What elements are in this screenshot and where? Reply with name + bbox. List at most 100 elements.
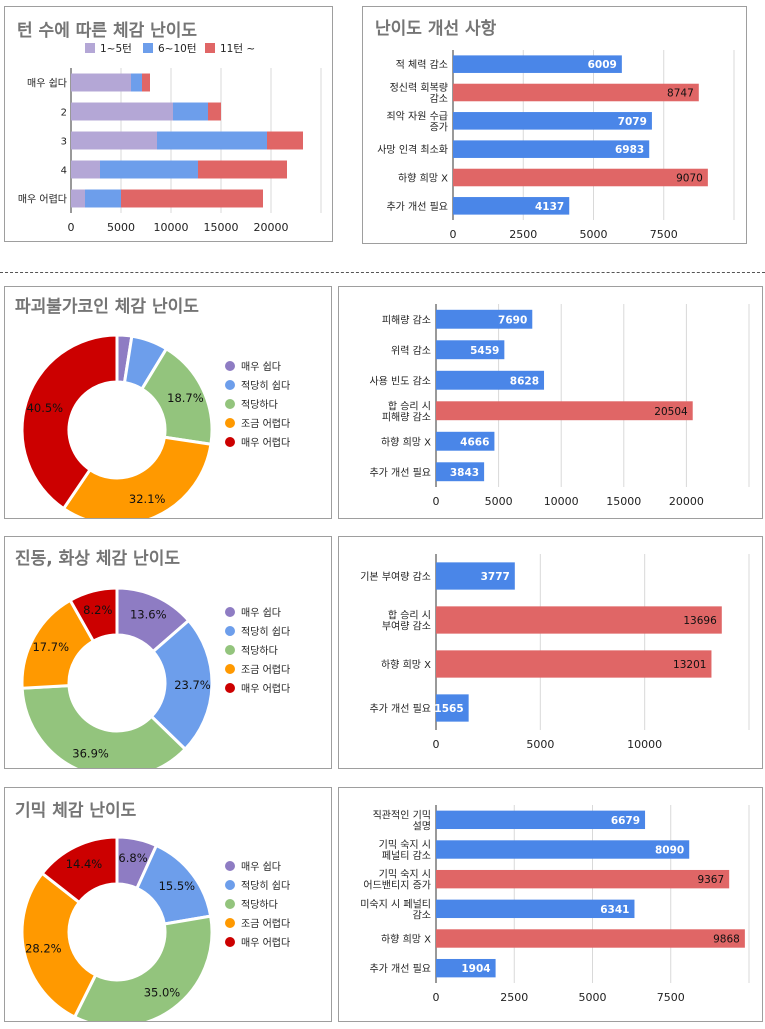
category-label: 감소 xyxy=(430,93,448,105)
data-label: 1565 xyxy=(434,703,463,715)
legend-label: 적당하다 xyxy=(241,898,278,911)
indestructible-coin-pie-panel: 파괴불가코인 체감 난이도 18.7% 32.1% 40.5% 매우 쉽다 적당히 쉽다 적… xyxy=(4,286,332,519)
bar xyxy=(436,958,496,978)
slice-label: 18.7% xyxy=(167,391,204,405)
category-label: 추가 개선 필요 xyxy=(386,201,448,213)
data-label: 9868 xyxy=(713,934,740,946)
data-label: 4137 xyxy=(535,201,564,213)
data-label: 13201 xyxy=(673,659,706,671)
bar xyxy=(436,840,690,859)
bar xyxy=(436,810,646,830)
data-label: 7690 xyxy=(498,314,527,326)
pie-slice xyxy=(72,914,214,1021)
category-label: 하향 희망 X xyxy=(381,933,431,946)
pie-slice xyxy=(61,435,213,518)
bar-segment xyxy=(71,102,173,121)
bar xyxy=(436,462,485,482)
x-tick-label: 5000 xyxy=(485,495,513,508)
bar-segment xyxy=(173,102,208,121)
category-label: 합 승리 시 xyxy=(388,610,431,622)
data-label: 6341 xyxy=(600,904,629,916)
data-label: 7079 xyxy=(618,116,647,128)
vibration-burn-pie-chart: 진동, 화상 체감 난이도 13.6% 23.7% 36.9% 17.7% 8.2% 매우 … xyxy=(15,549,290,768)
data-label: 1904 xyxy=(461,963,490,975)
slice-label: 35.0% xyxy=(144,986,181,1000)
legend-label: 1~5턴 xyxy=(100,43,132,55)
x-tick-label: 10000 xyxy=(627,738,662,751)
category-label: 피해량 감소 xyxy=(382,410,431,423)
slice-label: 28.2% xyxy=(25,942,62,956)
x-tick-label: 7500 xyxy=(657,991,685,1004)
slice-label: 17.7% xyxy=(32,640,69,654)
legend-swatch xyxy=(225,437,235,447)
category-label: 증가 xyxy=(430,121,448,133)
pie-slice xyxy=(20,684,188,768)
chart-title: 난이도 개선 사항 xyxy=(375,18,497,39)
x-tick-label: 5000 xyxy=(579,991,607,1004)
pie-slice xyxy=(40,835,119,905)
bar-segment xyxy=(198,160,287,179)
gimmick-pie-chart: 기믹 체감 난이도 6.8% 15.5% 35.0% 28.2% 14.4% 매우 쉽다적당… xyxy=(15,801,290,1021)
legend-swatch xyxy=(225,861,235,871)
chart-title: 턴 수에 따른 체감 난이도 xyxy=(17,21,197,41)
category-label: 사용 빈도 감소 xyxy=(369,375,431,387)
bar-segment xyxy=(131,73,142,92)
category-label: 하향 희망 X xyxy=(381,658,431,671)
category-label: 매우 쉽다 xyxy=(27,78,67,90)
bar-segment xyxy=(157,131,267,150)
difficulty-improvements-panel: 난이도 개선 사항 0 2500 5000 7500 적 체력 감소 6009 정신력 회복량… xyxy=(362,6,747,244)
bar xyxy=(436,650,712,678)
legend-swatch xyxy=(225,899,235,909)
data-label: 4666 xyxy=(460,436,489,448)
x-tick-label: 0 xyxy=(450,228,457,241)
category-label: 정신력 회복량 xyxy=(390,82,448,94)
category-label: 추가 개선 필요 xyxy=(369,963,431,975)
legend-label: 매우 어렵다 xyxy=(241,436,290,449)
bar xyxy=(436,869,730,889)
category-label: 4 xyxy=(61,166,67,177)
data-label: 3843 xyxy=(450,467,479,479)
indestructible-coin-bar-chart: 0 5000 10000 15000 20000 피해량 감소 7690 위력 감소 5459 사… xyxy=(369,304,750,508)
category-label: 합 승리 시 xyxy=(388,400,431,412)
legend-swatch xyxy=(225,645,235,655)
slice-label: 15.5% xyxy=(159,879,196,893)
category-label: 하향 희망 X xyxy=(398,172,448,185)
legend-label: 조금 어렵다 xyxy=(241,417,290,430)
turn-difficulty-panel: 턴 수에 따른 체감 난이도 0 5000 10000 15000 20000 매우 쉽다 2… xyxy=(4,6,333,242)
x-tick-label: 0 xyxy=(433,495,440,508)
legend-label: 조금 어렵다 xyxy=(241,917,290,930)
legend-swatch xyxy=(225,918,235,928)
category-label: 페널티 감소 xyxy=(382,850,431,862)
data-label: 6009 xyxy=(588,59,617,71)
legend-label: 매우 어렵다 xyxy=(241,936,290,949)
legend-swatch xyxy=(225,418,235,428)
bar-segment xyxy=(71,73,131,92)
chart-title: 파괴불가코인 체감 난이도 xyxy=(15,297,199,317)
legend-label: 11턴 ~ xyxy=(220,43,255,55)
bar xyxy=(436,340,505,360)
bar xyxy=(436,929,745,948)
legend-swatch xyxy=(225,626,235,636)
bar-segment xyxy=(71,189,85,208)
x-tick-label: 0 xyxy=(68,221,75,234)
pie-slice xyxy=(68,586,119,644)
legend-label: 매우 쉽다 xyxy=(241,607,281,619)
x-tick-label: 20000 xyxy=(254,221,289,234)
bar-segment xyxy=(100,160,198,179)
legend-label: 매우 어렵다 xyxy=(241,682,290,695)
bar xyxy=(453,83,699,102)
bar xyxy=(436,562,515,590)
data-label: 6983 xyxy=(615,144,644,156)
category-label: 미숙지 시 페널티 xyxy=(360,898,431,910)
category-label: 적 체력 감소 xyxy=(396,59,448,71)
x-tick-label: 10000 xyxy=(544,495,579,508)
bar xyxy=(436,309,533,329)
x-tick-label: 5000 xyxy=(580,228,608,241)
data-label: 8747 xyxy=(667,88,694,100)
legend-swatch xyxy=(225,607,235,617)
slice-label: 13.6% xyxy=(130,607,167,621)
category-label: 사망 인격 최소화 xyxy=(377,143,448,156)
legend-swatch xyxy=(225,664,235,674)
